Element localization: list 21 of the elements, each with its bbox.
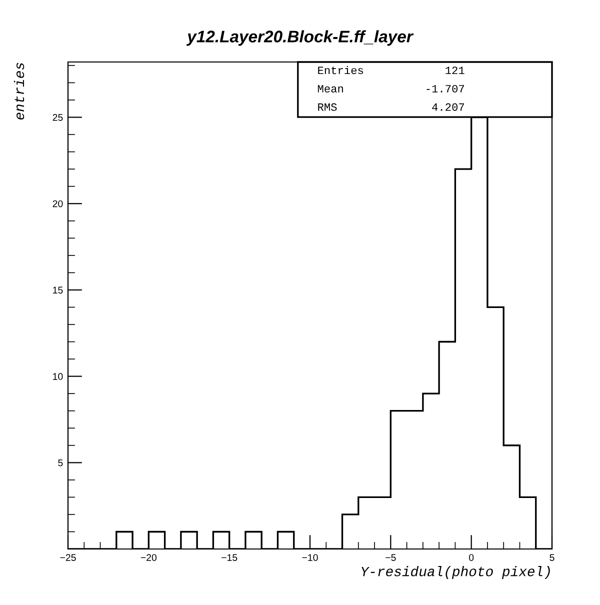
annotation: 4.207: [432, 103, 464, 111]
y-tick-label: 15: [53, 286, 63, 294]
x-tick-label: 5: [550, 554, 554, 561]
x-tick-label: −15: [222, 554, 238, 561]
y-tick-label: 25: [52, 114, 63, 121]
y-tick-label: 20: [52, 200, 63, 208]
y-axis-title: entries: [14, 62, 24, 120]
annotation: 121: [446, 66, 464, 74]
annotation: -1.707: [426, 84, 464, 92]
annotation: Mean: [318, 85, 343, 92]
x-tick-label: −10: [302, 554, 318, 561]
x-tick-label: −25: [60, 554, 76, 561]
annotation: RMS: [318, 103, 337, 111]
x-axis-title: Y-residual(photo pixel): [362, 566, 550, 579]
annotation: Entries: [318, 66, 364, 74]
x-tick-label: −20: [140, 554, 157, 561]
x-tick-label: 0: [469, 554, 474, 561]
x-tick-label: −5: [386, 554, 396, 561]
y-tick-label: 5: [58, 459, 63, 466]
chart-title: y12.Layer20.Block-E.ff_layer: [186, 30, 414, 46]
y-tick-label: 10: [53, 373, 63, 380]
